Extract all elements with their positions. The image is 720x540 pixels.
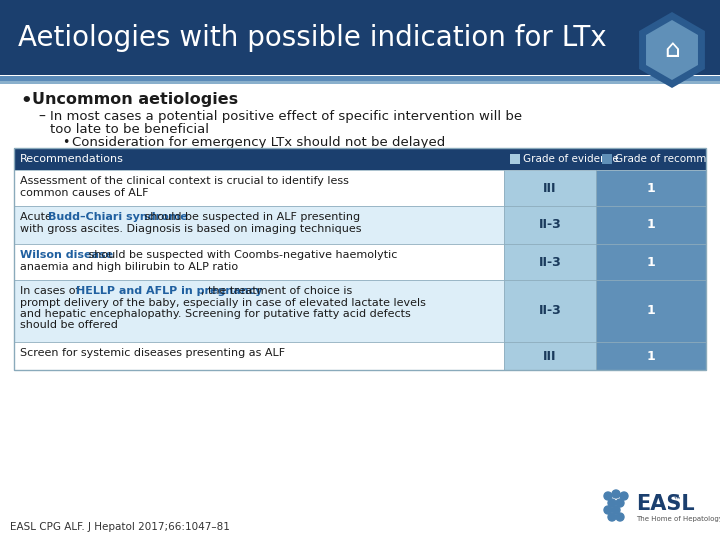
FancyBboxPatch shape	[0, 81, 720, 84]
Text: The Home of Hepatology: The Home of Hepatology	[636, 516, 720, 522]
Text: •: •	[62, 136, 69, 149]
FancyBboxPatch shape	[14, 342, 504, 370]
Text: In cases of: In cases of	[20, 286, 83, 296]
Text: EASL: EASL	[636, 494, 695, 514]
Circle shape	[608, 499, 616, 507]
FancyBboxPatch shape	[504, 170, 596, 206]
Text: Grade of evidence: Grade of evidence	[523, 154, 618, 164]
Text: anaemia and high bilirubin to ALP ratio: anaemia and high bilirubin to ALP ratio	[20, 261, 238, 272]
FancyBboxPatch shape	[504, 244, 596, 280]
FancyBboxPatch shape	[14, 148, 706, 170]
FancyBboxPatch shape	[504, 342, 596, 370]
Text: with gross ascites. Diagnosis is based on imaging techniques: with gross ascites. Diagnosis is based o…	[20, 224, 361, 233]
Text: Uncommon aetiologies: Uncommon aetiologies	[32, 92, 238, 107]
Text: Budd–Chiari syndrome: Budd–Chiari syndrome	[48, 212, 188, 222]
Polygon shape	[646, 20, 698, 80]
Text: 1: 1	[647, 255, 655, 268]
Text: Grade of recommendation: Grade of recommendation	[615, 154, 720, 164]
FancyBboxPatch shape	[504, 206, 596, 244]
Text: ⌂: ⌂	[664, 38, 680, 62]
Text: Wilson disease: Wilson disease	[20, 250, 113, 260]
Text: III: III	[544, 349, 557, 362]
Circle shape	[612, 506, 620, 514]
Circle shape	[604, 492, 612, 500]
FancyBboxPatch shape	[510, 154, 520, 164]
Text: 1: 1	[647, 181, 655, 194]
FancyBboxPatch shape	[596, 170, 706, 206]
Circle shape	[604, 506, 612, 514]
Text: Screen for systemic diseases presenting as ALF: Screen for systemic diseases presenting …	[20, 348, 285, 358]
Text: II-3: II-3	[539, 305, 562, 318]
Text: –: –	[38, 110, 45, 124]
FancyBboxPatch shape	[14, 244, 504, 280]
FancyBboxPatch shape	[14, 206, 504, 244]
Text: III: III	[544, 181, 557, 194]
Circle shape	[616, 513, 624, 521]
FancyBboxPatch shape	[504, 280, 596, 342]
Text: 1: 1	[647, 349, 655, 362]
FancyBboxPatch shape	[14, 280, 504, 342]
Circle shape	[616, 499, 624, 507]
FancyBboxPatch shape	[596, 280, 706, 342]
Text: II-3: II-3	[539, 219, 562, 232]
FancyBboxPatch shape	[0, 76, 720, 81]
Text: HELLP and AFLP in pregnancy: HELLP and AFLP in pregnancy	[76, 286, 262, 296]
FancyBboxPatch shape	[602, 154, 612, 164]
Text: ™: ™	[673, 496, 681, 505]
Text: Acute: Acute	[20, 212, 55, 222]
Text: In most cases a potential positive effect of specific intervention will be: In most cases a potential positive effec…	[50, 110, 522, 123]
Text: Recommendations: Recommendations	[20, 154, 124, 164]
Text: prompt delivery of the baby, especially in case of elevated lactate levels: prompt delivery of the baby, especially …	[20, 298, 426, 307]
Text: 1: 1	[647, 219, 655, 232]
FancyBboxPatch shape	[14, 170, 504, 206]
Text: Aetiologies with possible indication for LTx: Aetiologies with possible indication for…	[18, 24, 607, 52]
Polygon shape	[639, 12, 705, 88]
Text: II-3: II-3	[539, 255, 562, 268]
Text: Assessment of the clinical context is crucial to identify less: Assessment of the clinical context is cr…	[20, 176, 349, 186]
Text: 1: 1	[647, 305, 655, 318]
Text: common causes of ALF: common causes of ALF	[20, 187, 148, 198]
Text: should be suspected in ALF presenting: should be suspected in ALF presenting	[141, 212, 360, 222]
Text: EASL CPG ALF. J Hepatol 2017;66:1047–81: EASL CPG ALF. J Hepatol 2017;66:1047–81	[10, 522, 230, 532]
Circle shape	[608, 513, 616, 521]
Circle shape	[620, 492, 628, 500]
Circle shape	[612, 490, 620, 498]
FancyBboxPatch shape	[596, 244, 706, 280]
FancyBboxPatch shape	[596, 342, 706, 370]
Text: should be offered: should be offered	[20, 321, 118, 330]
Text: •: •	[20, 92, 32, 110]
Text: too late to be beneficial: too late to be beneficial	[50, 123, 209, 136]
Text: and hepatic encephalopathy. Screening for putative fatty acid defects: and hepatic encephalopathy. Screening fo…	[20, 309, 410, 319]
Text: Consideration for emergency LTx should not be delayed: Consideration for emergency LTx should n…	[72, 136, 445, 149]
Text: should be suspected with Coombs-negative haemolytic: should be suspected with Coombs-negative…	[85, 250, 397, 260]
FancyBboxPatch shape	[0, 0, 720, 75]
FancyBboxPatch shape	[596, 206, 706, 244]
Text: , the treatment of choice is: , the treatment of choice is	[202, 286, 353, 296]
